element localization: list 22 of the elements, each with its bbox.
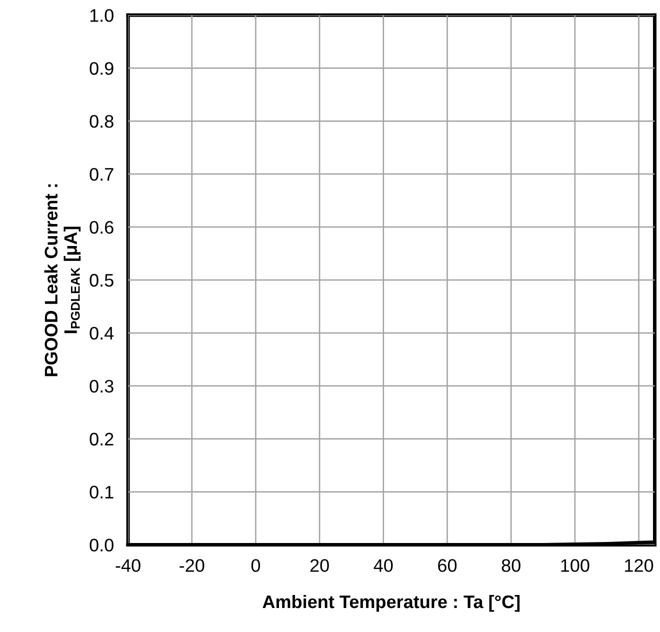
x-tick-label: 40 (374, 559, 393, 572)
y-tick-label: 0.1 (90, 486, 114, 499)
x-tick-label: 20 (310, 559, 329, 572)
y-tick-label: 0.7 (90, 168, 114, 181)
y-tick-label: 0.9 (90, 62, 114, 75)
x-tick-label: -20 (180, 559, 204, 572)
y-tick-label: 0.6 (90, 220, 114, 234)
y-tick-label: 0.3 (90, 380, 114, 393)
y-axis-title: PGOOD Leak Current : I$_{PGDLEAK}$ [μA] (44, 184, 81, 376)
x-tick-label: 0 (251, 559, 260, 572)
y-tick-label: 1.0 (90, 9, 114, 22)
y-tick-label: 0.5 (90, 274, 114, 287)
x-tick-label: 120 (625, 559, 654, 572)
y-tick-label: 0.0 (90, 538, 114, 552)
y-tick-label: 0.2 (90, 432, 114, 446)
y-tick-label: 0.8 (90, 115, 114, 128)
x-tick-label: 80 (502, 559, 520, 572)
x-tick-label: 100 (561, 559, 590, 572)
x-tick-label: -40 (116, 559, 140, 572)
x-tick-label: 60 (438, 559, 457, 572)
x-axis-title: Ambient Temperature : Ta [°C] (262, 594, 520, 612)
y-tick-label: 0.4 (90, 326, 114, 340)
